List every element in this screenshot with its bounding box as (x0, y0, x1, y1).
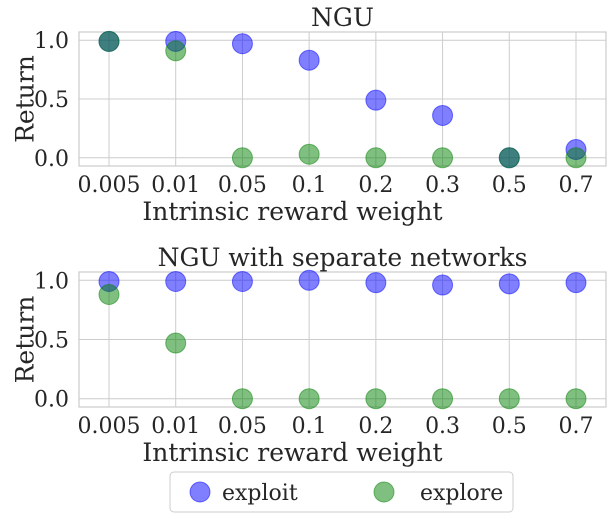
legend-label-explore: explore (420, 481, 503, 506)
x-tick-label: 0.1 (292, 173, 327, 198)
data-point (432, 147, 454, 169)
x-tick-label: 0.3 (425, 414, 460, 439)
legend: exploit explore (169, 471, 514, 513)
data-point (165, 270, 187, 292)
data-point (231, 388, 253, 410)
plot-frame (78, 31, 607, 167)
x-tick-label: 0.5 (492, 414, 527, 439)
x-tick-label: 0.2 (358, 414, 393, 439)
data-point (231, 270, 253, 292)
data-point (298, 143, 320, 165)
data-point (365, 272, 387, 294)
data-point (298, 49, 320, 71)
plot-frame (78, 271, 607, 408)
legend-box (169, 471, 514, 513)
x-tick-label: 0.005 (78, 414, 141, 439)
data-point (432, 388, 454, 410)
x-tick-label: 0.3 (425, 173, 460, 198)
data-point (498, 273, 520, 295)
data-point (98, 30, 120, 52)
subplot-1: NGU 0.005 0.01 0.05 0.1 0.2 0.3 0.5 0.7 0.0 0.5 1.0… (11, 3, 607, 226)
x-tick-label: 0.05 (218, 414, 267, 439)
data-point (231, 33, 253, 55)
data-point (365, 89, 387, 111)
data-point (231, 147, 253, 169)
data-point (565, 272, 587, 294)
data-point (432, 274, 454, 296)
y-tick-label: 0.0 (34, 388, 69, 413)
legend-marker-exploit (189, 481, 211, 503)
x-tick-label: 0.7 (559, 173, 594, 198)
x-axis-label: Intrinsic reward weight (142, 197, 442, 226)
y-tick-label: 0.5 (34, 88, 69, 113)
x-tick-label: 0.005 (78, 173, 141, 198)
data-point (432, 104, 454, 126)
y-tick-label: 0.5 (34, 329, 69, 354)
series-exploit (98, 269, 587, 296)
legend-marker-explore (373, 481, 395, 503)
y-axis-label: Return (11, 296, 40, 384)
y-axis-label: Return (11, 55, 40, 143)
chart-title: NGU (311, 3, 374, 32)
x-tick-label: 0.01 (151, 173, 200, 198)
data-point (165, 40, 187, 62)
data-point (298, 269, 320, 291)
y-tick-label: 1.0 (34, 29, 69, 54)
data-point (298, 388, 320, 410)
x-tick-label: 0.1 (292, 414, 327, 439)
subplot-2: NGU with separate networks 0.005 0.01 0.05 0… (11, 243, 607, 467)
legend-label-exploit: exploit (222, 481, 298, 506)
data-point (365, 147, 387, 169)
chart-title: NGU with separate networks (158, 243, 528, 272)
data-point (98, 284, 120, 305)
x-tick-label: 0.01 (151, 414, 200, 439)
data-point (498, 147, 520, 169)
x-axis-label: Intrinsic reward weight (142, 438, 442, 467)
x-tick-label: 0.5 (492, 173, 527, 198)
x-tick-label: 0.7 (559, 414, 594, 439)
data-point (565, 388, 587, 410)
series-explore (98, 284, 587, 410)
y-tick-label: 1.0 (34, 269, 69, 294)
data-point (565, 147, 587, 169)
data-point (165, 332, 187, 354)
data-point (498, 388, 520, 410)
series-explore (98, 30, 587, 169)
data-point (365, 388, 387, 410)
x-tick-label: 0.05 (218, 173, 267, 198)
y-tick-label: 0.0 (34, 147, 69, 172)
x-tick-label: 0.2 (358, 173, 393, 198)
